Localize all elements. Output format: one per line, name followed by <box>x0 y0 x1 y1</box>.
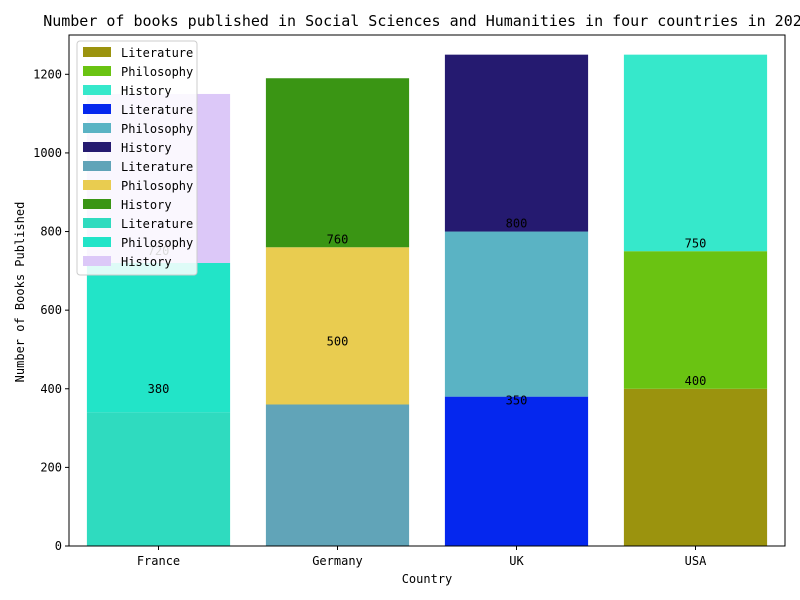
legend-frame <box>76 40 198 276</box>
legend-swatch <box>83 47 111 57</box>
legend-label: Literature <box>121 160 193 174</box>
bar-segment-germany-literature <box>265 404 410 546</box>
legend-swatch <box>83 161 111 171</box>
legend-label: Philosophy <box>121 122 193 136</box>
legend-label: Literature <box>121 46 193 60</box>
legend-swatch <box>83 85 111 95</box>
legend-label: History <box>121 141 172 155</box>
legend: Literature Philosophy History Literature Phi… <box>76 40 198 276</box>
x-tick-label: USA <box>685 554 707 568</box>
y-tick-label: 800 <box>40 225 62 239</box>
bar-segment-uk-literature <box>444 396 589 546</box>
bar-segment-france-literature <box>86 412 231 546</box>
legend-label: Literature <box>121 217 193 231</box>
data-label: 400 <box>685 374 707 388</box>
data-label: 350 <box>506 394 528 408</box>
bar-segment-germany-history <box>265 78 410 248</box>
data-label: 500 <box>327 335 349 349</box>
y-tick-label: 1200 <box>33 67 62 81</box>
bar-segment-usa-literature <box>623 388 768 546</box>
legend-swatch <box>83 104 111 114</box>
y-tick-label: 0 <box>55 539 62 553</box>
bar-segment-usa-history <box>623 54 768 252</box>
legend-label: Philosophy <box>121 179 193 193</box>
legend-swatch <box>83 142 111 152</box>
legend-label: Literature <box>121 103 193 117</box>
legend-swatch <box>83 180 111 190</box>
bar-segment-uk-philosophy <box>444 231 589 397</box>
legend-label: Philosophy <box>121 236 193 250</box>
y-axis-label: Number of Books Published <box>13 202 27 383</box>
bar-segment-usa-philosophy <box>623 251 768 389</box>
data-label: 760 <box>327 232 349 246</box>
data-labels-layer: 380720760500800350750400 <box>148 217 707 408</box>
bar-segment-germany-philosophy <box>265 247 410 405</box>
bar-segment-france-philosophy <box>86 262 231 413</box>
x-tick-label: UK <box>509 554 524 568</box>
data-label: 750 <box>685 236 707 250</box>
bar-segment-uk-history <box>444 54 589 232</box>
legend-swatch <box>83 218 111 228</box>
chart-title: Number of books published in Social Scie… <box>43 12 800 30</box>
x-tick-label: France <box>137 554 180 568</box>
legend-label: History <box>121 255 172 269</box>
legend-swatch <box>83 256 111 266</box>
legend-label: Philosophy <box>121 65 193 79</box>
axes-layer: 0 200 400 600 800 1000 1200 France Germany UK USA <box>33 34 786 568</box>
x-axis-label: Country <box>402 572 453 586</box>
y-tick-label: 200 <box>40 460 62 474</box>
plot-frame <box>68 34 786 547</box>
bars-layer <box>86 54 768 546</box>
y-tick-label: 1000 <box>33 146 62 160</box>
legend-label: History <box>121 198 172 212</box>
legend-swatch <box>83 66 111 76</box>
legend-swatch <box>83 237 111 247</box>
legend-swatch <box>83 199 111 209</box>
data-label: 800 <box>506 217 528 231</box>
data-label: 380 <box>148 382 170 396</box>
y-tick-label: 400 <box>40 382 62 396</box>
legend-label: History <box>121 84 172 98</box>
y-tick-label: 600 <box>40 303 62 317</box>
x-tick-label: Germany <box>312 554 363 568</box>
legend-swatch <box>83 123 111 133</box>
